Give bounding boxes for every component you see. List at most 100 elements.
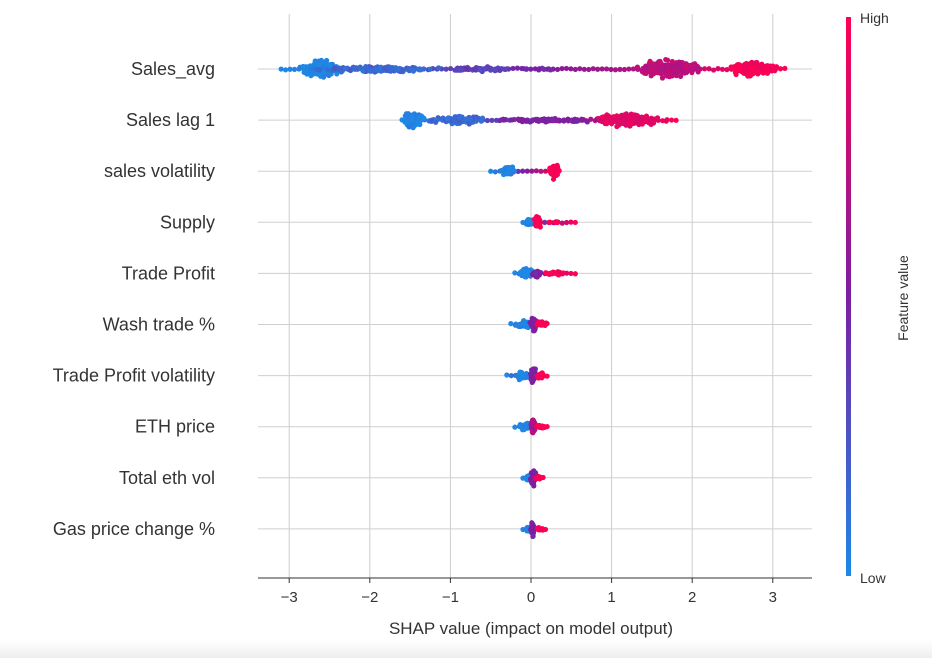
shap-point <box>669 58 675 65</box>
shap-point <box>608 66 614 73</box>
shap-point <box>584 119 590 125</box>
feature-label: ETH price <box>135 417 215 437</box>
shap-point <box>663 56 669 63</box>
shap-point <box>533 270 539 276</box>
shap-point <box>427 66 433 72</box>
x-tick-label: −2 <box>361 589 378 606</box>
shap-point <box>324 66 331 73</box>
shap-point <box>549 166 555 172</box>
shap-point <box>651 70 658 76</box>
shap-point <box>520 372 526 378</box>
feature-points <box>278 56 788 81</box>
shap-point <box>621 118 627 124</box>
shap-point <box>409 115 415 121</box>
shap-point <box>695 69 701 75</box>
shap-point <box>777 66 784 72</box>
feature-points <box>399 111 679 131</box>
shap-point <box>547 219 553 225</box>
shap-point <box>524 374 530 380</box>
shap-point <box>530 525 536 532</box>
shap-point <box>530 533 536 540</box>
shap-point <box>563 219 570 226</box>
shap-point <box>607 117 614 123</box>
shap-point <box>287 66 293 72</box>
shap-point <box>523 274 529 280</box>
feature-label: Trade Profit volatility <box>53 366 215 386</box>
shap-point <box>545 118 551 124</box>
shap-point <box>322 59 329 65</box>
shap-point <box>291 66 298 73</box>
shap-point <box>542 168 549 174</box>
shap-point <box>278 66 284 72</box>
shap-point <box>668 117 675 123</box>
shap-point <box>559 220 565 226</box>
shap-point <box>595 66 601 72</box>
shap-point <box>736 66 742 72</box>
shap-point <box>659 66 665 72</box>
shap-point <box>542 219 548 225</box>
shap-point <box>634 64 641 70</box>
shap-point <box>530 419 536 425</box>
shap-point <box>489 117 495 123</box>
shap-point <box>572 219 578 226</box>
shap-point <box>492 169 498 175</box>
shap-point <box>403 111 410 117</box>
shap-point <box>513 373 520 379</box>
colorbar-low-label: Low <box>860 570 887 586</box>
shap-point <box>381 65 387 71</box>
shap-point <box>664 73 670 79</box>
shap-point <box>744 66 751 72</box>
shap-point <box>665 62 671 68</box>
shap-point <box>724 67 730 73</box>
shap-point <box>360 68 366 74</box>
shap-point <box>312 60 318 66</box>
shap-point <box>314 66 320 73</box>
shap-point <box>683 63 689 69</box>
shap-point <box>529 373 536 379</box>
shap-point <box>529 118 535 124</box>
bottom-fade <box>0 640 932 658</box>
shap-point <box>628 111 634 117</box>
shap-point <box>755 67 761 73</box>
x-tick-label: −3 <box>281 589 298 606</box>
feature-label: Trade Profit <box>122 263 215 283</box>
shap-point <box>667 66 673 72</box>
shap-point <box>728 64 734 70</box>
shap-point <box>310 66 316 72</box>
feature-label: Total eth vol <box>119 468 215 488</box>
shap-point <box>629 116 636 123</box>
shap-point <box>501 117 507 123</box>
shap-point <box>534 526 541 532</box>
feature-points <box>508 315 550 334</box>
shap-point <box>577 66 583 72</box>
x-axis-title: SHAP value (impact on model output) <box>389 619 673 638</box>
shap-point <box>497 67 503 74</box>
shap-point <box>473 65 479 71</box>
shap-point <box>509 117 515 123</box>
shap-point <box>628 122 634 128</box>
shap-point <box>553 166 559 173</box>
shap-point <box>710 67 717 73</box>
shap-point <box>732 69 738 75</box>
shap-point <box>402 119 408 125</box>
shap-point <box>478 118 484 124</box>
shap-point <box>436 65 442 71</box>
shap-point <box>581 66 587 72</box>
shap-point <box>542 322 548 328</box>
shap-point <box>539 372 545 378</box>
colorbar-gradient <box>846 17 851 576</box>
shap-point <box>638 115 644 121</box>
shap-point <box>598 118 604 124</box>
shap-point <box>719 66 726 72</box>
shap-point <box>541 116 547 122</box>
shap-point <box>420 66 427 72</box>
shap-point <box>603 66 610 72</box>
shap-point <box>568 219 574 225</box>
shap-point <box>648 121 654 128</box>
feature-points <box>504 366 550 386</box>
shap-point <box>647 69 653 75</box>
shap-point <box>612 67 619 73</box>
shap-point <box>599 66 605 72</box>
x-tick-label: −1 <box>442 589 459 606</box>
shap-point <box>512 424 518 430</box>
